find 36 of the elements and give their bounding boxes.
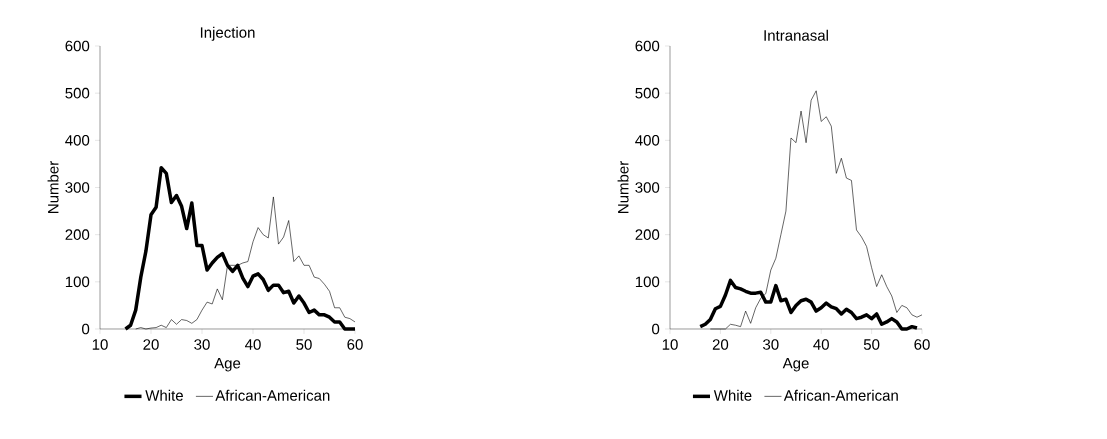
y-axis-title: Number [617, 161, 629, 213]
x-tick-label: 60 [914, 339, 930, 350]
y-tick-label: 0 [82, 323, 90, 335]
x-tick-label: 50 [296, 339, 312, 350]
chart-title: Injection [200, 26, 255, 41]
y-tick-label: 300 [65, 182, 90, 193]
x-tick-label: 30 [194, 339, 210, 350]
x-tick-label: 60 [347, 339, 363, 350]
y-tick-label: 300 [635, 182, 660, 193]
y-tick-label: 400 [635, 135, 660, 146]
x-tick-label: 50 [863, 339, 880, 350]
legend-label: African-American [215, 389, 330, 401]
legend-label: African-American [783, 389, 898, 401]
x-axis-title: Age [214, 358, 241, 372]
y-tick-label: 500 [65, 87, 90, 99]
x-tick-label: 20 [712, 339, 729, 350]
x-tick-label: 10 [92, 339, 108, 350]
y-tick-label: 100 [635, 276, 660, 288]
y-tick-label: 600 [65, 40, 90, 52]
y-tick-label: 600 [635, 40, 660, 52]
y-tick-label: 400 [65, 135, 90, 146]
y-tick-label: 100 [65, 276, 90, 288]
y-tick-label: 200 [635, 229, 660, 240]
y-tick-label: 0 [652, 323, 660, 335]
y-tick-label: 500 [635, 87, 660, 99]
y-tick-label: 200 [65, 229, 90, 240]
x-tick-label: 20 [143, 339, 159, 350]
x-tick-label: 40 [813, 339, 829, 350]
x-tick-label: 30 [763, 339, 779, 350]
x-tick-label: 40 [245, 339, 261, 350]
legend-label: White [713, 389, 752, 401]
legend-label: White [145, 389, 183, 401]
y-axis-title: Number [47, 161, 59, 213]
x-tick-label: 10 [662, 339, 678, 350]
chart-title: Intranasal [764, 29, 828, 41]
x-axis-title: Age [782, 358, 809, 372]
